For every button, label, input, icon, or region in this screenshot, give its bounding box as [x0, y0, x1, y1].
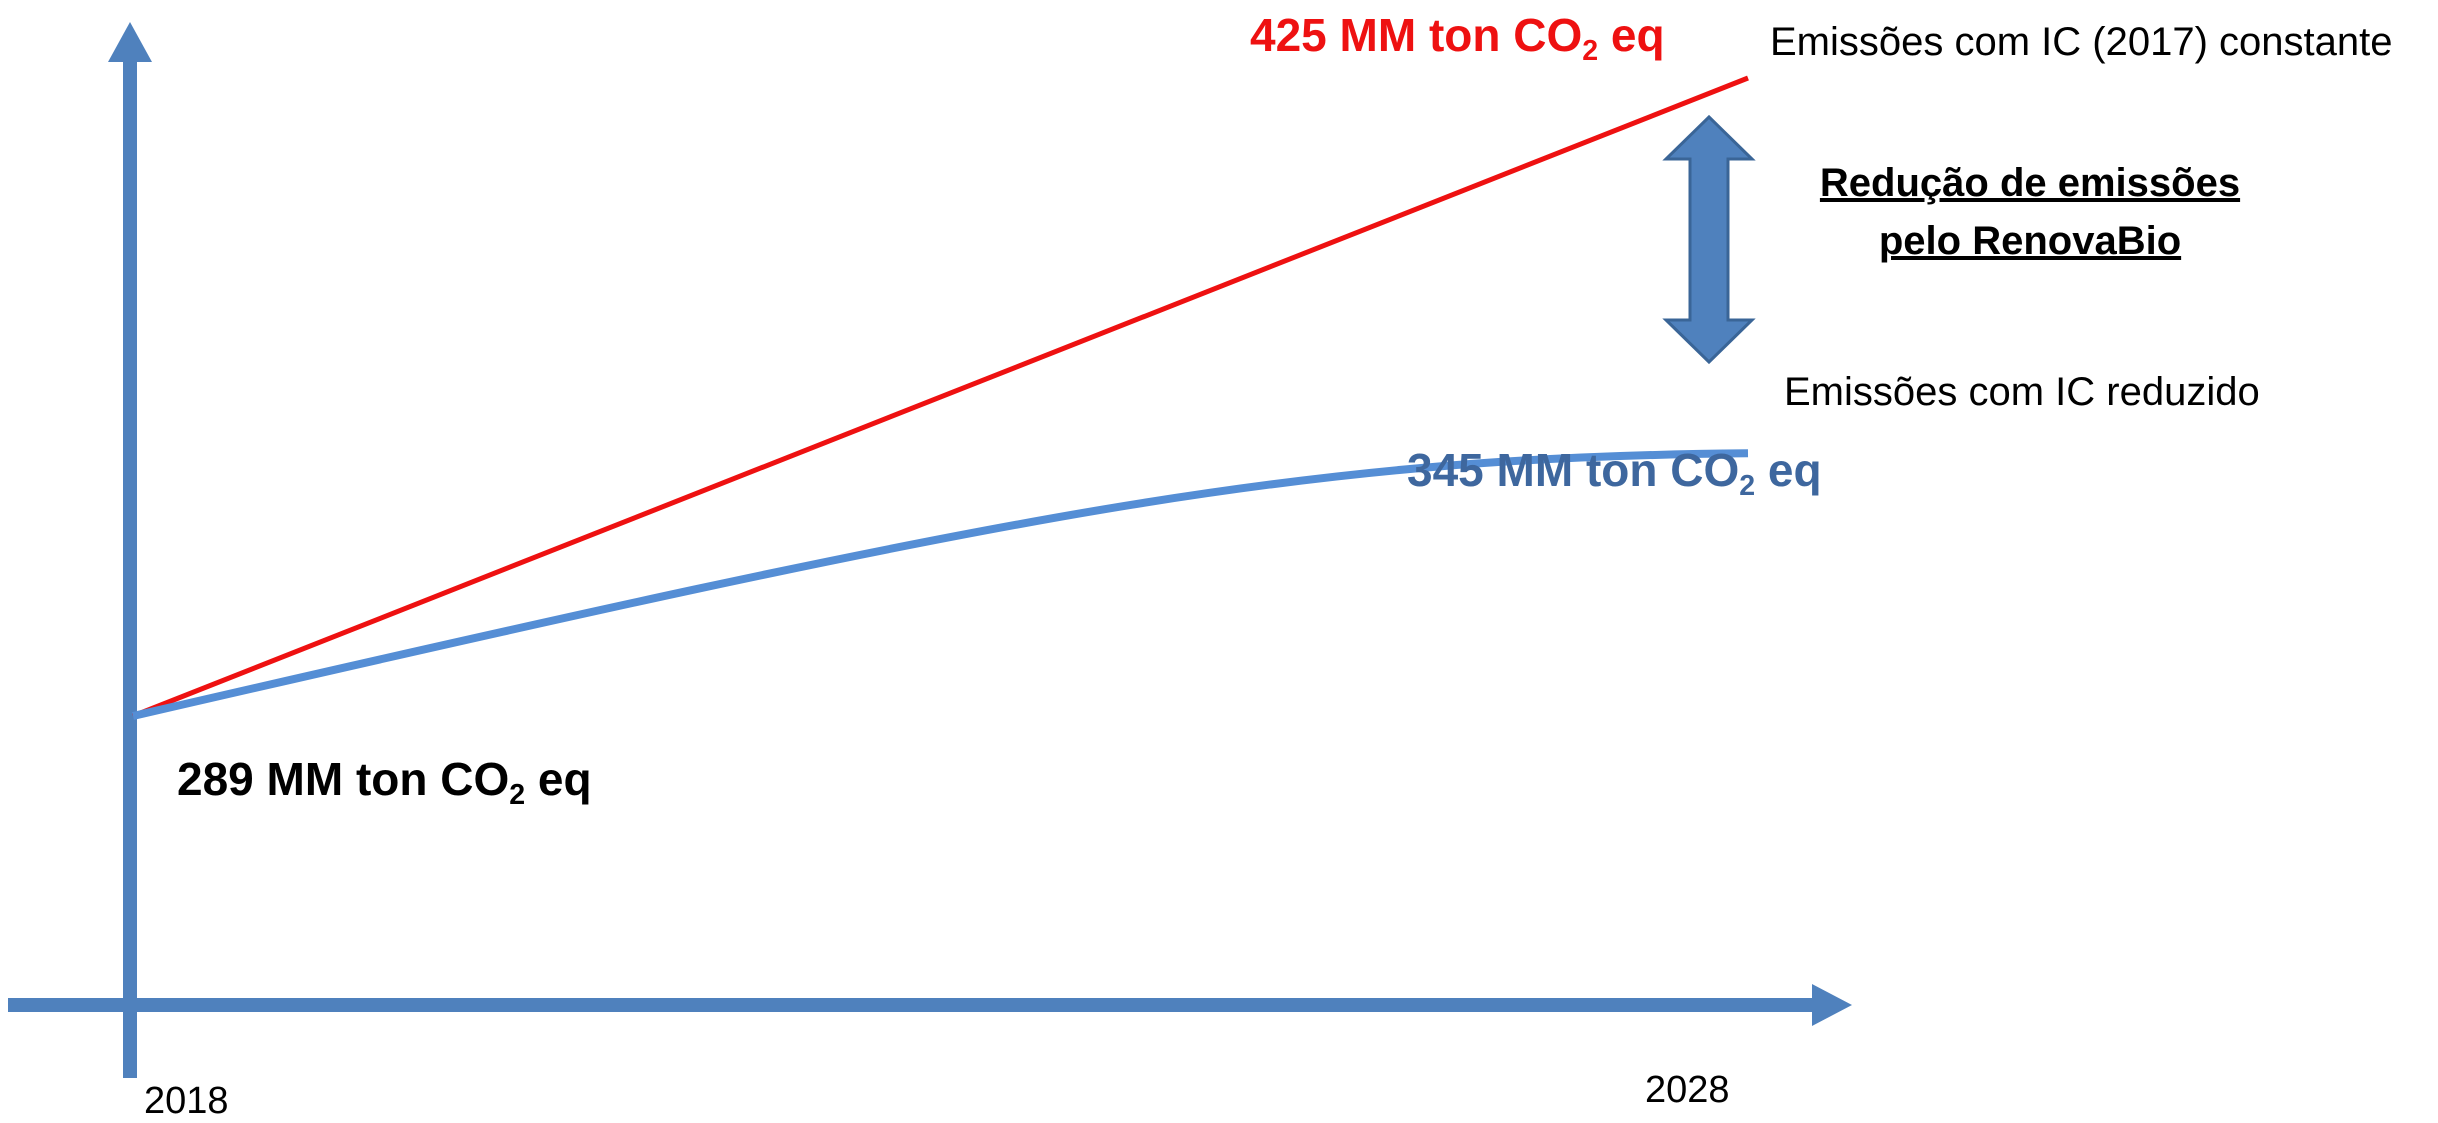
series-line-ic-constante [132, 75, 1749, 719]
reduction-annotation-line2: pelo RenovaBio [1878, 219, 2182, 263]
series-label-ic-reduzido: Emissões com IC reduzido [1784, 370, 2260, 414]
start-value-label: 289 MM ton CO2 eq [177, 753, 592, 812]
low-end-value-label: 345 MM ton CO2 eq [1407, 444, 1822, 503]
high-end-value-label: 425 MM ton CO2 eq [1250, 9, 1665, 68]
reduction-annotation-line1: Redução de emissões [1819, 161, 2241, 205]
x-tick-label-2018: 2018 [144, 1080, 229, 1122]
y-axis-arrowhead [108, 22, 152, 62]
reduction-annotation: Redução de emissões pelo RenovaBio [1800, 154, 2260, 270]
x-axis-arrowhead [1812, 984, 1852, 1026]
series-label-ic-constante: Emissões com IC (2017) constante [1770, 20, 2393, 64]
x-tick-label-2028: 2028 [1645, 1069, 1730, 1111]
series-line-ic-reduzido [132, 449, 1749, 720]
reduction-double-arrow [1662, 114, 1756, 365]
